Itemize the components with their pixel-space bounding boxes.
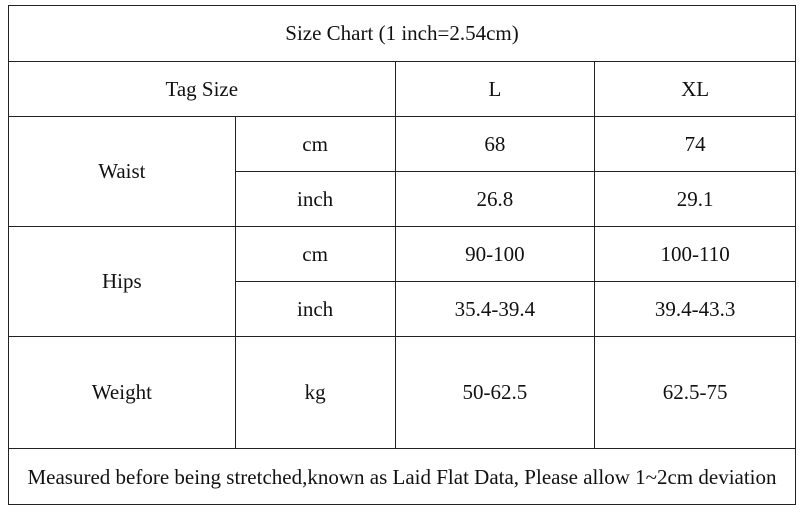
table-row: Weight kg 50-62.5 62.5-75 [8,336,796,449]
value-cell: 26.8 [394,171,596,227]
value-cell: 29.1 [594,171,796,227]
measure-hips: Hips [8,226,236,337]
table-row: Hips cm 90-100 100-110 [8,226,796,337]
value-cell: 68 [394,116,596,172]
unit-cell: inch [234,281,396,337]
tag-size-header: Tag Size [8,61,396,117]
unit-cell: inch [234,171,396,227]
measure-weight: Weight [8,336,236,449]
value-cell: 100-110 [594,226,796,282]
size-header-l: L [394,61,596,117]
unit-cell: cm [234,116,396,172]
unit-cell: kg [234,336,396,449]
value-cell: 50-62.5 [394,336,596,449]
table-row: inch 26.8 29.1 [9,171,796,227]
size-header-xl: XL [594,61,796,117]
measure-waist: Waist [8,116,236,227]
value-cell: 39.4-43.3 [594,281,796,337]
unit-cell: cm [234,226,396,282]
value-cell: 74 [594,116,796,172]
value-cell: 35.4-39.4 [394,281,596,337]
table-row: Waist cm 68 74 [8,116,796,227]
table-title: Size Chart (1 inch=2.54cm) [8,5,796,62]
value-cell: 62.5-75 [594,336,796,449]
size-chart-table: Size Chart (1 inch=2.54cm) Tag Size L XL… [8,5,796,505]
footer-note: Measured before being stretched,known as… [8,448,796,505]
value-cell: 90-100 [394,226,596,282]
